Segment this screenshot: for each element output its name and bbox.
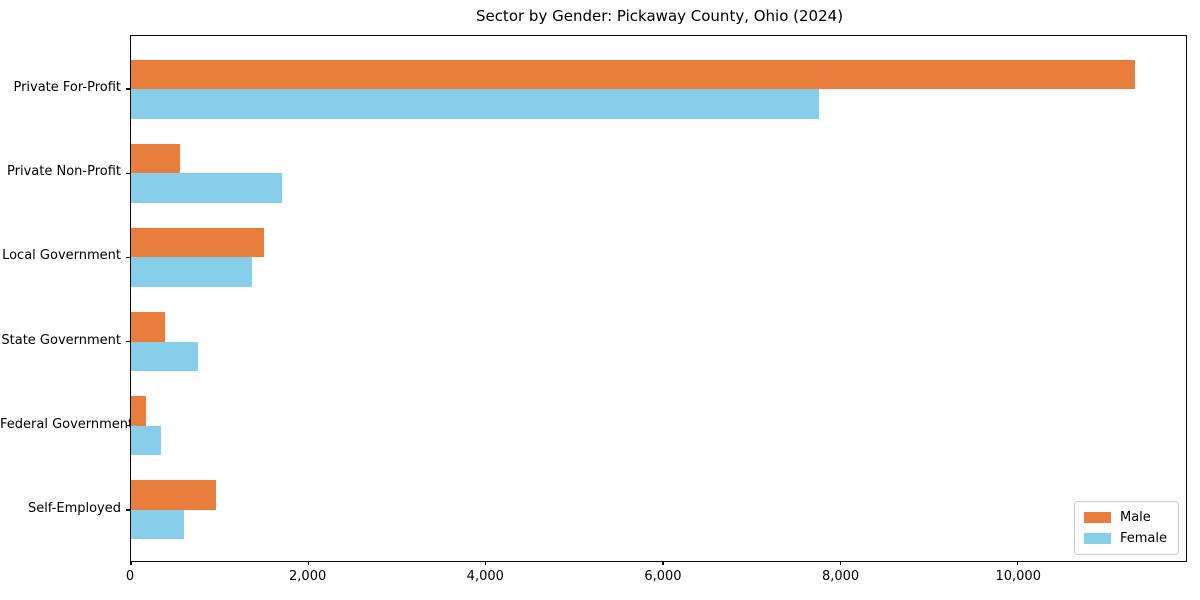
legend-item: Female (1083, 531, 1167, 546)
y-tick-mark (126, 425, 131, 427)
chart-title: Sector by Gender: Pickaway County, Ohio … (475, 7, 844, 25)
x-tick-mark (130, 561, 132, 565)
bar-female (131, 509, 185, 540)
x-tick-mark (307, 561, 309, 565)
x-tick-label: 6,000 (644, 569, 682, 584)
bar-male (131, 396, 146, 426)
y-tick-label: Self-Employed (27, 500, 121, 516)
y-tick-mark (126, 340, 131, 343)
legend-swatch-female (1083, 533, 1111, 544)
y-tick-label: Private Non-Profit (7, 164, 121, 180)
bar-male (131, 59, 1136, 90)
y-tick-mark (126, 88, 131, 90)
x-tick-mark (1016, 561, 1019, 565)
bar-male (131, 227, 264, 258)
x-tick-label: 4,000 (466, 569, 504, 584)
bar-male (131, 480, 217, 510)
x-axis: 0 2,000 4,000 6,000 8,000 10,000 (126, 563, 1187, 587)
legend-label: Female (1119, 531, 1167, 546)
x-tick-mark (485, 561, 487, 565)
y-tick-label: Private For-Profit (13, 80, 121, 96)
bar-male (131, 312, 165, 342)
x-tick-label: 10,000 (995, 569, 1041, 584)
y-tick-label: State Government (1, 332, 121, 348)
bar-female (131, 425, 162, 456)
y-tick-mark (126, 172, 131, 174)
x-tick-mark (839, 561, 841, 565)
legend: Male Female (1073, 501, 1179, 555)
y-tick-mark (126, 256, 131, 258)
bar-female (131, 257, 253, 287)
bar-female (131, 89, 819, 119)
x-tick-label: 8,000 (821, 569, 860, 584)
bar-female (131, 341, 199, 372)
legend-item: Male (1083, 510, 1167, 525)
y-tick-mark (126, 509, 131, 511)
plot-area: Male Female (126, 35, 1187, 565)
bar-female (131, 173, 282, 203)
y-tick-label: Federal Government (0, 416, 134, 432)
y-tick-label: Local Government (2, 248, 121, 264)
x-tick-label: 0 (125, 569, 135, 584)
legend-label: Male (1119, 510, 1151, 525)
y-axis: Private For-Profit Private Non-Profit Loca… (0, 35, 134, 562)
bar-male (131, 143, 180, 174)
x-tick-mark (662, 561, 664, 565)
x-tick-label: 2,000 (289, 569, 327, 584)
legend-swatch-male (1083, 512, 1111, 523)
